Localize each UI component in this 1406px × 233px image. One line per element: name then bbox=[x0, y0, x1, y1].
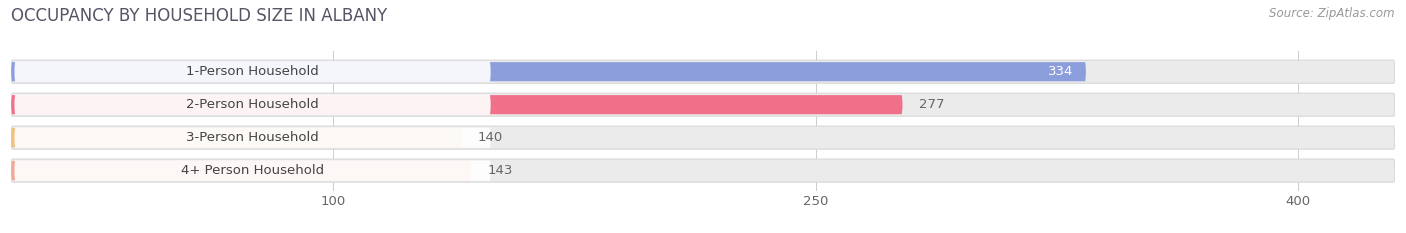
FancyBboxPatch shape bbox=[11, 159, 1395, 182]
FancyBboxPatch shape bbox=[14, 161, 491, 181]
FancyBboxPatch shape bbox=[11, 126, 1395, 149]
Text: 2-Person Household: 2-Person Household bbox=[186, 98, 319, 111]
Text: OCCUPANCY BY HOUSEHOLD SIZE IN ALBANY: OCCUPANCY BY HOUSEHOLD SIZE IN ALBANY bbox=[11, 7, 388, 25]
Text: 334: 334 bbox=[1047, 65, 1073, 78]
Text: 1-Person Household: 1-Person Household bbox=[186, 65, 319, 78]
Text: 4+ Person Household: 4+ Person Household bbox=[181, 164, 325, 177]
Text: 3-Person Household: 3-Person Household bbox=[186, 131, 319, 144]
FancyBboxPatch shape bbox=[11, 62, 1085, 81]
FancyBboxPatch shape bbox=[14, 127, 491, 148]
FancyBboxPatch shape bbox=[14, 62, 491, 82]
FancyBboxPatch shape bbox=[11, 95, 903, 114]
Text: Source: ZipAtlas.com: Source: ZipAtlas.com bbox=[1270, 7, 1395, 20]
FancyBboxPatch shape bbox=[11, 161, 471, 180]
FancyBboxPatch shape bbox=[11, 128, 461, 147]
Text: 140: 140 bbox=[478, 131, 503, 144]
Text: 143: 143 bbox=[488, 164, 513, 177]
FancyBboxPatch shape bbox=[14, 95, 491, 115]
Text: 277: 277 bbox=[918, 98, 943, 111]
FancyBboxPatch shape bbox=[11, 60, 1395, 83]
FancyBboxPatch shape bbox=[11, 93, 1395, 116]
